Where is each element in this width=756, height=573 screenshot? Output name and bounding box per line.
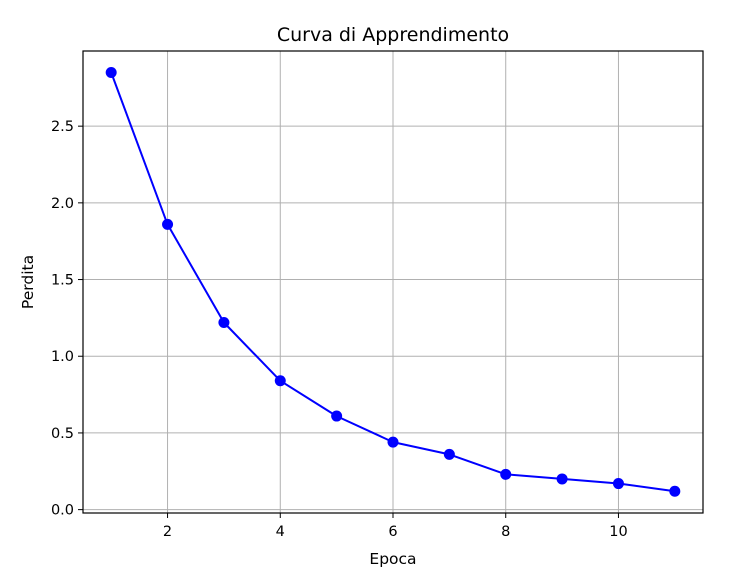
axis-ticks: 2 4 6 8 10 0.0 0.5 1.0 1.5 2.0 2.5 bbox=[51, 119, 628, 540]
plot-frame bbox=[82, 50, 704, 514]
grid bbox=[83, 51, 703, 513]
x-tick-label-2: 6 bbox=[388, 524, 397, 540]
y-tick-label-3: 1.5 bbox=[51, 273, 74, 289]
data-point-9 bbox=[612, 478, 624, 490]
data-point-3 bbox=[274, 375, 286, 387]
chart-title: Curva di Apprendimento bbox=[277, 24, 509, 46]
x-tick-label-3: 8 bbox=[501, 524, 510, 540]
data-point-4 bbox=[331, 410, 343, 422]
y-tick-label-5: 2.5 bbox=[51, 119, 74, 135]
data-point-10 bbox=[669, 485, 681, 497]
x-tick-label-4: 10 bbox=[609, 524, 627, 540]
x-tick-label-0: 2 bbox=[163, 524, 172, 540]
data-point-0 bbox=[105, 66, 117, 78]
data-point-6 bbox=[443, 448, 455, 460]
data-point-8 bbox=[556, 473, 568, 485]
data-points bbox=[105, 66, 681, 497]
data-point-1 bbox=[162, 218, 174, 230]
y-tick-label-1: 0.5 bbox=[51, 426, 74, 442]
y-axis-label: Perdita bbox=[19, 255, 37, 309]
y-tick-label-2: 1.0 bbox=[51, 349, 74, 365]
data-point-2 bbox=[218, 316, 230, 328]
y-tick-label-4: 2.0 bbox=[51, 196, 74, 212]
x-tick-label-1: 4 bbox=[276, 524, 285, 540]
data-point-7 bbox=[500, 468, 512, 480]
data-point-5 bbox=[387, 436, 399, 448]
x-axis-label: Epoca bbox=[369, 550, 416, 568]
y-tick-label-0: 0.0 bbox=[51, 503, 74, 519]
